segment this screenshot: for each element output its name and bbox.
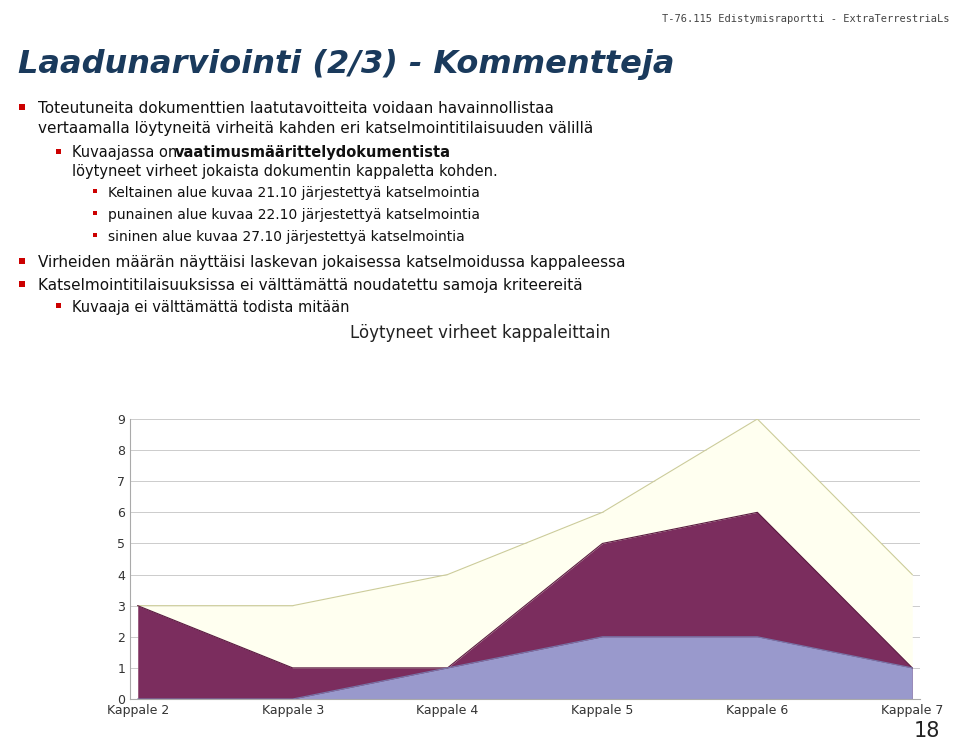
FancyBboxPatch shape [93, 210, 97, 215]
Text: löytyneet virheet jokaista dokumentin kappaletta kohden.: löytyneet virheet jokaista dokumentin ka… [72, 164, 498, 179]
FancyBboxPatch shape [56, 148, 60, 154]
FancyBboxPatch shape [93, 189, 97, 193]
Text: Laadunarviointi (2/3) - Kommentteja: Laadunarviointi (2/3) - Kommentteja [18, 49, 674, 80]
Text: punainen alue kuvaa 22.10 järjestettyä katselmointia: punainen alue kuvaa 22.10 järjestettyä k… [108, 208, 480, 222]
FancyBboxPatch shape [19, 281, 25, 287]
Text: Kuvaaja ei välttämättä todista mitään: Kuvaaja ei välttämättä todista mitään [72, 300, 349, 315]
Text: Katselmointitilaisuuksissa ei välttämättä noudatettu samoja kriteereitä: Katselmointitilaisuuksissa ei välttämätt… [38, 278, 583, 293]
Text: Löytyneet virheet kappaleittain: Löytyneet virheet kappaleittain [350, 324, 610, 342]
Text: Kuvaajassa on: Kuvaajassa on [72, 145, 182, 160]
Text: vertaamalla löytyneitä virheitä kahden eri katselmointitilaisuuden välillä: vertaamalla löytyneitä virheitä kahden e… [38, 121, 594, 136]
Text: Virheiden määrän näyttäisi laskevan jokaisessa katselmoidussa kappaleessa: Virheiden määrän näyttäisi laskevan joka… [38, 255, 625, 270]
FancyBboxPatch shape [19, 258, 25, 264]
Text: 18: 18 [914, 721, 940, 741]
Text: T-76.115 Edistymisraportti - ExtraTerrestriaLs: T-76.115 Edistymisraportti - ExtraTerres… [663, 14, 950, 24]
Text: Keltainen alue kuvaa 21.10 järjestettyä katselmointia: Keltainen alue kuvaa 21.10 järjestettyä … [108, 186, 480, 200]
FancyBboxPatch shape [56, 303, 60, 308]
FancyBboxPatch shape [19, 104, 25, 110]
Text: Toteutuneita dokumenttien laatutavoitteita voidaan havainnollistaa: Toteutuneita dokumenttien laatutavoittei… [38, 101, 554, 116]
FancyBboxPatch shape [93, 233, 97, 237]
Text: sininen alue kuvaa 27.10 järjestettyä katselmointia: sininen alue kuvaa 27.10 järjestettyä ka… [108, 230, 465, 244]
Text: vaatimusmäärittelydokumentista: vaatimusmäärittelydokumentista [175, 145, 451, 160]
